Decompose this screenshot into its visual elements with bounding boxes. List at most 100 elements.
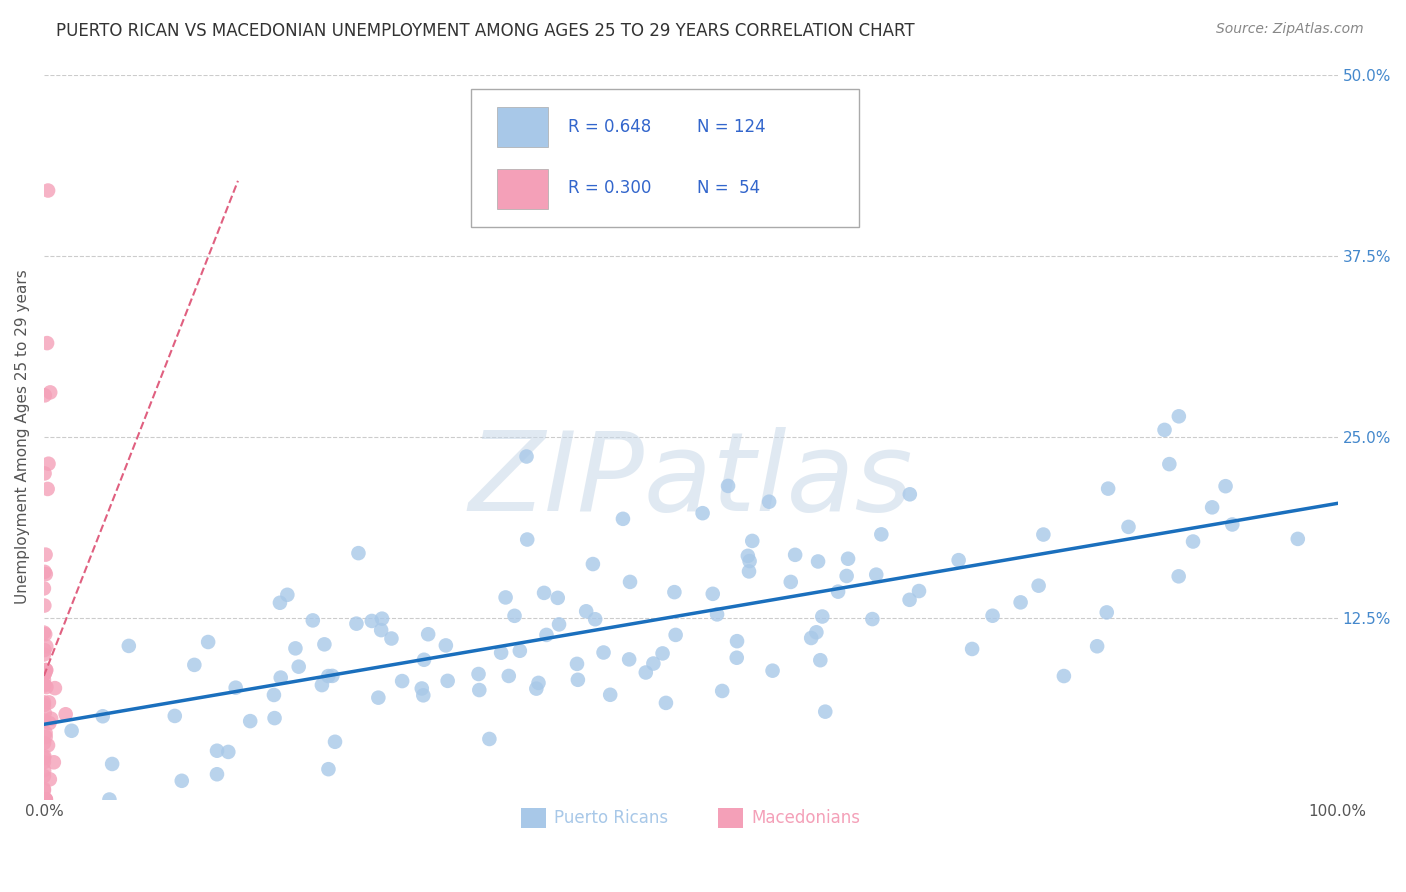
Point xyxy=(316,669,339,683)
Point xyxy=(34,678,56,692)
Point xyxy=(835,569,858,583)
Point xyxy=(34,467,56,481)
Point xyxy=(34,730,56,744)
Point xyxy=(436,673,458,688)
Point xyxy=(163,709,186,723)
Point xyxy=(547,591,569,605)
Point xyxy=(37,184,59,198)
Point xyxy=(314,637,336,651)
Point xyxy=(32,714,55,728)
Point xyxy=(170,773,193,788)
Text: N = 124: N = 124 xyxy=(697,118,766,136)
Point xyxy=(38,695,60,709)
Point xyxy=(32,781,55,796)
Point xyxy=(434,639,457,653)
Point xyxy=(38,716,60,731)
Point xyxy=(619,574,641,589)
Point xyxy=(32,582,55,596)
Legend: Puerto Ricans, Macedonians: Puerto Ricans, Macedonians xyxy=(515,801,868,835)
Point xyxy=(32,783,55,797)
Point xyxy=(183,657,205,672)
Point xyxy=(35,792,58,806)
Point xyxy=(1159,457,1181,471)
Point xyxy=(263,688,285,702)
Point xyxy=(411,681,433,696)
Text: R = 0.300: R = 0.300 xyxy=(568,179,651,197)
Point xyxy=(32,673,55,687)
Point xyxy=(808,653,831,667)
Point xyxy=(32,698,55,712)
Y-axis label: Unemployment Among Ages 25 to 29 years: Unemployment Among Ages 25 to 29 years xyxy=(15,269,30,605)
Point xyxy=(738,554,761,568)
Point xyxy=(205,744,228,758)
Point xyxy=(634,665,657,680)
Point xyxy=(800,631,823,645)
Point xyxy=(575,604,598,618)
Point xyxy=(225,681,247,695)
Point xyxy=(1167,409,1189,424)
Point xyxy=(617,652,640,666)
Point xyxy=(269,596,291,610)
Point xyxy=(360,614,382,628)
Point xyxy=(44,681,66,695)
Point xyxy=(287,659,309,673)
Point xyxy=(34,792,56,806)
Point xyxy=(761,664,783,678)
Point xyxy=(758,494,780,508)
Point xyxy=(837,551,859,566)
Point xyxy=(655,696,678,710)
FancyBboxPatch shape xyxy=(496,107,548,147)
Text: R = 0.648: R = 0.648 xyxy=(568,118,651,136)
Point xyxy=(197,635,219,649)
Point xyxy=(806,625,828,640)
Point xyxy=(39,712,62,726)
Point xyxy=(413,653,436,667)
Point xyxy=(418,627,440,641)
Point xyxy=(807,554,830,568)
Point xyxy=(785,548,807,562)
Point xyxy=(34,706,56,720)
Point xyxy=(32,792,55,806)
Point xyxy=(35,336,58,351)
Point xyxy=(39,385,62,400)
Point xyxy=(779,574,801,589)
Point xyxy=(489,646,512,660)
Point xyxy=(706,607,728,622)
Point xyxy=(371,612,394,626)
Point xyxy=(725,634,748,648)
Point xyxy=(34,792,56,806)
Point xyxy=(908,584,931,599)
Point xyxy=(811,609,834,624)
Point xyxy=(599,688,621,702)
FancyBboxPatch shape xyxy=(471,89,859,227)
Point xyxy=(34,666,56,681)
Point xyxy=(1286,532,1309,546)
Point xyxy=(412,689,434,703)
Point xyxy=(321,669,343,683)
Point xyxy=(118,639,141,653)
Point xyxy=(34,643,56,657)
Point xyxy=(263,711,285,725)
Point xyxy=(612,512,634,526)
Point xyxy=(34,388,56,402)
Point xyxy=(898,592,921,607)
Text: PUERTO RICAN VS MACEDONIAN UNEMPLOYMENT AMONG AGES 25 TO 29 YEARS CORRELATION CH: PUERTO RICAN VS MACEDONIAN UNEMPLOYMENT … xyxy=(56,22,915,40)
Point xyxy=(692,506,714,520)
Point xyxy=(827,584,849,599)
Point xyxy=(1032,527,1054,541)
Point xyxy=(725,650,748,665)
Point xyxy=(34,599,56,613)
Point xyxy=(527,676,550,690)
Point xyxy=(391,674,413,689)
Point xyxy=(35,663,58,677)
Point xyxy=(37,482,59,496)
Point xyxy=(717,479,740,493)
Point xyxy=(55,707,77,722)
Point xyxy=(1097,482,1119,496)
Point xyxy=(643,657,665,671)
Point xyxy=(1153,423,1175,437)
Point xyxy=(34,548,56,562)
Point xyxy=(205,767,228,781)
Point xyxy=(32,695,55,709)
Point xyxy=(35,663,58,677)
